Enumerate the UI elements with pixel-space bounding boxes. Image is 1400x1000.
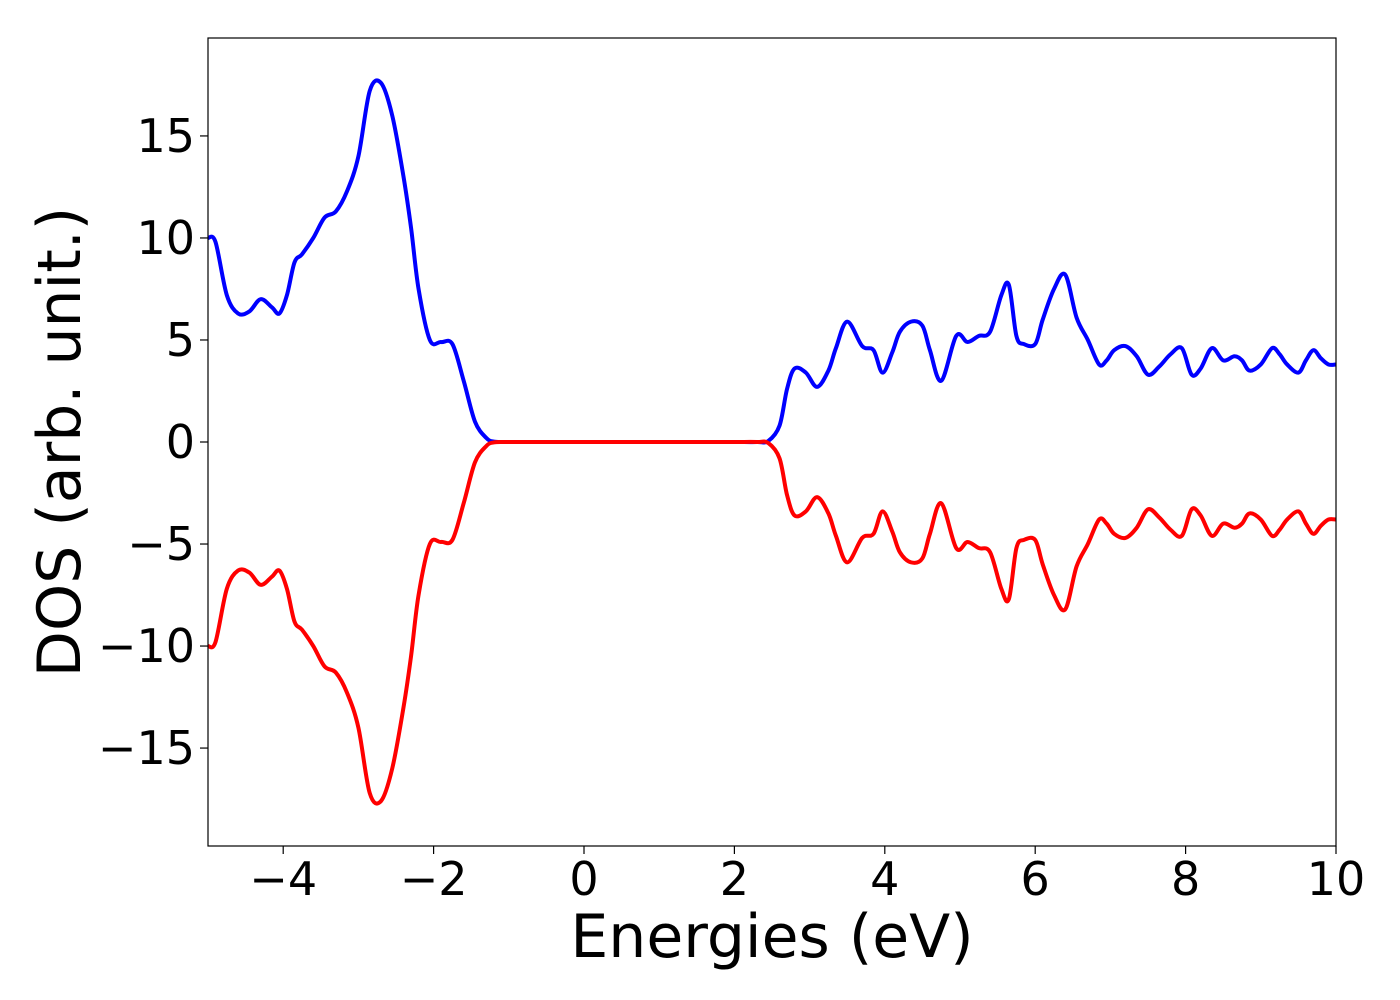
series-layer	[208, 78, 1336, 806]
x-axis-title: Energies (eV)	[570, 902, 973, 972]
x-tick-label: 2	[720, 852, 749, 906]
x-tick-label: 6	[1021, 852, 1050, 906]
x-tick-label: 10	[1307, 852, 1366, 906]
y-tick-label: 15	[136, 109, 195, 163]
y-tick-label: 10	[136, 211, 195, 265]
y-axis-ticks: −15 −10 −5 0 5 10 15	[98, 109, 208, 775]
y-tick-label: −5	[127, 517, 195, 571]
x-tick-label: 0	[569, 852, 598, 906]
x-tick-label: −4	[249, 852, 317, 906]
y-tick-label: 0	[166, 415, 195, 469]
x-tick-label: −2	[400, 852, 468, 906]
y-tick-label: −15	[98, 721, 195, 775]
x-axis-ticks: −4 −2 0 2 4 6 8 10	[249, 846, 1365, 906]
y-tick-label: −10	[98, 619, 195, 673]
x-tick-label: 4	[870, 852, 899, 906]
dos-series-line-positive	[208, 78, 1336, 445]
dos-series-line-negative	[208, 439, 1336, 806]
x-tick-label: 8	[1171, 852, 1200, 906]
y-axis-title: DOS (arb. unit.)	[25, 207, 95, 677]
y-tick-label: 5	[166, 313, 195, 367]
